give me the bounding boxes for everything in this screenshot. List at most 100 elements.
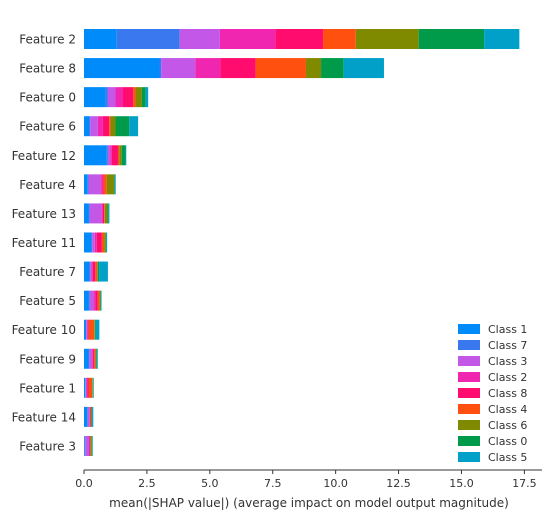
bar-segment (101, 174, 103, 195)
bar-segment (87, 406, 88, 427)
bar-segment (92, 435, 93, 456)
bar-segment (115, 116, 130, 137)
bar-segment (117, 145, 120, 166)
bar-segment (84, 435, 85, 456)
bar-segment (85, 435, 90, 456)
bar-segment (109, 116, 111, 137)
bar-segment (84, 174, 88, 195)
bar-segment (484, 29, 520, 49)
bar-segment (119, 145, 122, 166)
bar-segment (89, 116, 91, 137)
bar-segment (93, 348, 95, 369)
bar-segment (195, 58, 221, 79)
x-axis: mean(|SHAP value|) (average impact on mo… (75, 469, 542, 510)
y-tick-label: Feature 13 (12, 207, 76, 221)
x-tick-label: 15.0 (449, 477, 474, 490)
bar-segment (110, 116, 116, 137)
legend-label: Class 0 (488, 435, 527, 448)
bar-segment (135, 87, 142, 108)
bar-segment (92, 348, 94, 369)
bar-segment (84, 29, 117, 49)
bar-segment (84, 87, 106, 108)
bar-segment (91, 406, 92, 427)
y-tick-label: Feature 12 (12, 149, 76, 163)
bar-segment (90, 406, 92, 427)
y-tick-label: Feature 8 (19, 62, 76, 76)
x-tick-label: 10.0 (323, 477, 348, 490)
bar-segment (141, 87, 146, 108)
bar-segment (101, 290, 102, 311)
bar-segment (106, 145, 108, 166)
bar-segment (101, 232, 105, 253)
bar-segment (88, 290, 90, 311)
bar-segment (88, 377, 93, 398)
legend-swatch (458, 356, 480, 366)
bar-segment (87, 174, 89, 195)
y-tick-label: Feature 2 (19, 33, 76, 47)
legend: Class 1 Class 7 Class 3 Class 2 Class 8 Class… (458, 323, 527, 464)
bar-segment (102, 116, 110, 137)
bar-segment (95, 290, 98, 311)
bar-segment (93, 377, 94, 398)
bar-segment (88, 203, 90, 224)
bar-segment (90, 435, 91, 456)
bar-segment (89, 435, 90, 456)
bar-segment (219, 29, 276, 49)
y-tick-label: Feature 10 (12, 323, 76, 337)
bar-segment (94, 290, 96, 311)
bar-segment (94, 319, 95, 340)
bar-segment (97, 116, 103, 137)
bar-segment (97, 261, 98, 282)
y-tick-label: Feature 4 (19, 178, 76, 192)
x-tick-label: 17.5 (512, 477, 537, 490)
legend-label: Class 3 (488, 355, 527, 368)
bar-segment (106, 232, 108, 253)
y-tick-label: Feature 0 (19, 91, 76, 105)
legend-swatch (458, 436, 480, 446)
bar-segment (85, 377, 87, 398)
y-tick-label: Feature 6 (19, 120, 76, 134)
bar-segment (85, 319, 87, 340)
bar-segment (92, 261, 96, 282)
bar-segment (97, 348, 98, 369)
legend-label: Class 7 (488, 339, 527, 352)
bar-segment (104, 203, 105, 224)
legend-label: Class 5 (488, 451, 527, 464)
bar-segment (179, 29, 220, 49)
y-tick-label: Feature 3 (19, 439, 76, 453)
bar-segment (106, 174, 115, 195)
bar-segment (110, 145, 112, 166)
legend-label: Class 4 (488, 403, 527, 416)
bar-segment (94, 319, 96, 340)
y-tick-label: Feature 7 (19, 265, 76, 279)
bar-segment (89, 406, 90, 427)
bar-segment (90, 116, 98, 137)
x-tick-label: 7.5 (264, 477, 282, 490)
legend-label: Class 2 (488, 371, 527, 384)
bar-segment (97, 261, 100, 282)
bar-segment (89, 348, 93, 369)
bar-segment (101, 203, 103, 224)
y-tick-label: Feature 14 (12, 410, 76, 424)
bar-segment (91, 435, 93, 456)
bar-segment (89, 435, 91, 456)
bar-segment (92, 406, 94, 427)
bar-segment (84, 116, 90, 137)
bar-segment (123, 87, 134, 108)
bar-segment (86, 319, 88, 340)
bar-segment (87, 319, 89, 340)
bar-segment (94, 348, 96, 369)
legend-label: Class 6 (488, 419, 527, 432)
bar-segment (418, 29, 485, 49)
bar-segment (114, 174, 115, 195)
bar-segment (84, 58, 160, 79)
bar-segment (255, 58, 306, 79)
bar-segment (95, 348, 97, 369)
x-axis-title: mean(|SHAP value|) (average impact on mo… (109, 496, 509, 510)
bar-segment (108, 203, 110, 224)
bar-segment (84, 377, 86, 398)
bar-segment (84, 203, 89, 224)
bar-segment (104, 203, 108, 224)
bar-segment (305, 58, 322, 79)
